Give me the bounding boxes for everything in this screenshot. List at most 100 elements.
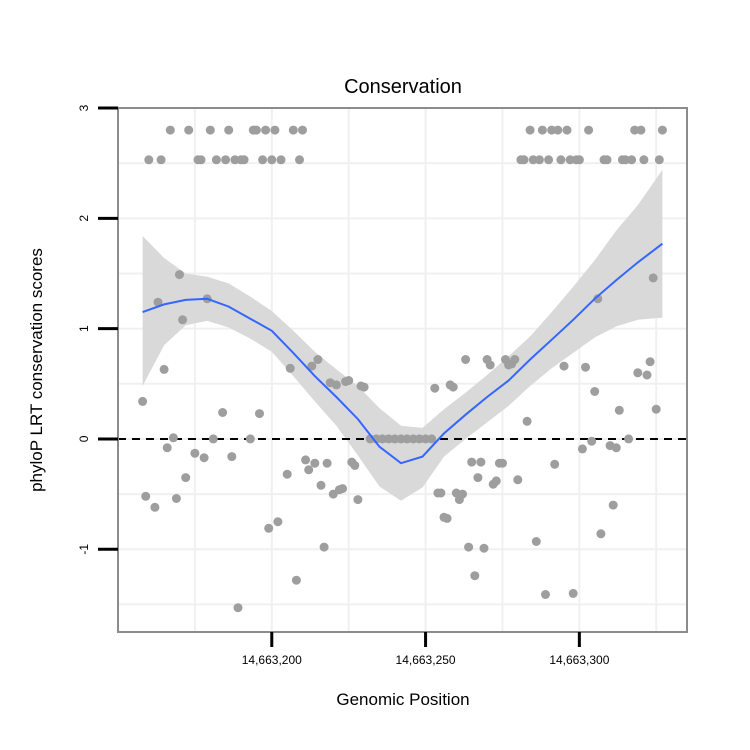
data-point (141, 491, 151, 501)
data-point (298, 125, 307, 135)
data-point (596, 529, 606, 539)
data-point (162, 443, 172, 453)
data-point (221, 155, 231, 165)
x-tick-label: 14,663,300 (549, 653, 609, 667)
data-point (584, 125, 594, 135)
data-point (267, 155, 277, 165)
data-point (470, 571, 480, 581)
data-point (153, 297, 163, 307)
data-point (577, 444, 587, 454)
data-point (313, 355, 323, 364)
confidence-band-layer (142, 169, 663, 501)
data-point (378, 434, 387, 444)
data-point (473, 473, 483, 483)
data-point (479, 543, 489, 553)
data-point (464, 542, 474, 552)
data-point (322, 458, 332, 468)
data-point (338, 484, 347, 494)
data-point (544, 155, 554, 165)
data-point (528, 155, 538, 165)
data-point (519, 155, 529, 165)
grid-lines (118, 108, 687, 632)
data-point (614, 405, 624, 415)
panel-border (117, 107, 688, 633)
data-point (587, 436, 597, 446)
smooth-line-layer (142, 242, 664, 465)
data-point (184, 125, 194, 135)
data-point (218, 408, 228, 417)
data-point (310, 458, 320, 468)
data-point (531, 537, 541, 546)
data-point (627, 155, 637, 165)
data-point (608, 500, 618, 510)
data-point (639, 155, 649, 165)
data-point (344, 376, 354, 385)
data-point (467, 457, 477, 467)
data-point (208, 434, 218, 444)
data-point (270, 125, 280, 135)
chart-title: Conservation (344, 76, 462, 98)
axes: 14,663,200 14,663,250 14,663,300 -1 0 1 2 3 (77, 104, 610, 667)
data-point (239, 155, 249, 165)
data-point (150, 502, 160, 512)
data-point (491, 476, 501, 486)
y-tick-label: 0 (77, 435, 91, 442)
data-point (276, 155, 286, 165)
data-point (624, 434, 634, 444)
data-point (288, 125, 298, 135)
data-point (181, 473, 191, 483)
data-point (190, 448, 200, 458)
data-point (171, 494, 181, 503)
data-point (525, 125, 535, 135)
data-point (657, 125, 667, 135)
data-point (414, 434, 424, 444)
smooth-line (142, 242, 664, 465)
data-point (165, 125, 175, 135)
data-point (307, 361, 317, 371)
data-point (138, 396, 148, 406)
data-point (562, 125, 572, 135)
data-point (205, 125, 215, 135)
data-point (630, 125, 640, 135)
data-point (156, 155, 166, 165)
data-point (642, 370, 652, 380)
data-point (476, 457, 486, 467)
data-point (574, 155, 584, 165)
data-point (353, 495, 363, 505)
data-point (522, 416, 532, 426)
data-point (550, 459, 560, 469)
x-tick-label: 14,663,250 (396, 653, 456, 667)
data-point (264, 523, 274, 533)
data-point (178, 315, 188, 325)
data-point (291, 575, 301, 585)
data-point (245, 434, 255, 444)
data-point (175, 270, 184, 280)
data-point (534, 155, 544, 165)
data-point (255, 409, 264, 419)
data-point (427, 434, 437, 444)
data-point (636, 125, 646, 135)
x-axis-title: Genomic Position (336, 690, 469, 709)
scatter-points (138, 125, 667, 613)
y-tick-label: 1 (77, 325, 91, 332)
data-point (350, 460, 360, 470)
data-point (553, 125, 563, 135)
data-point (304, 465, 314, 475)
data-point (436, 488, 446, 498)
data-point (559, 361, 569, 371)
data-point (196, 155, 206, 165)
data-point (485, 360, 495, 370)
data-point (448, 382, 458, 392)
data-point (199, 453, 209, 463)
y-tick-label: 2 (77, 215, 91, 222)
data-point (301, 455, 311, 465)
data-point (442, 513, 452, 523)
data-point (537, 125, 547, 135)
data-point (159, 364, 169, 374)
data-point (645, 357, 655, 367)
data-point (390, 434, 400, 444)
data-point (581, 362, 590, 372)
data-point (251, 125, 261, 135)
data-point (402, 434, 412, 444)
data-point (513, 475, 523, 485)
